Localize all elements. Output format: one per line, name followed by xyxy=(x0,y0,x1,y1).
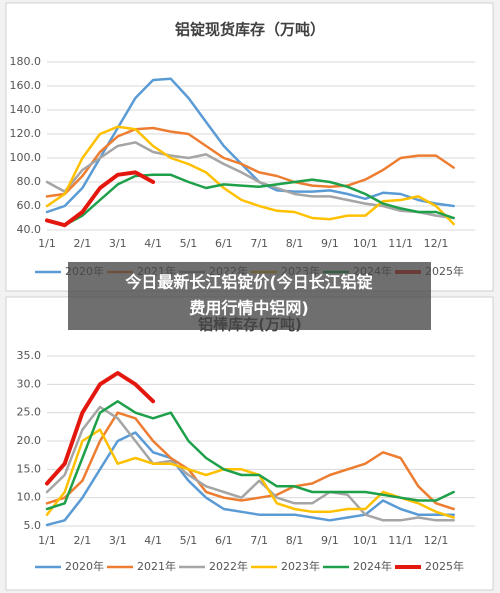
y-tick-label: 120.0 xyxy=(10,127,42,140)
legend-label: 2025年 xyxy=(425,559,464,573)
series-line xyxy=(45,170,156,228)
series-line xyxy=(45,431,455,527)
x-tick-label: 4/1 xyxy=(144,534,162,547)
y-tick-label: 60.0 xyxy=(17,199,42,212)
x-tick-label: 11/1 xyxy=(388,237,413,250)
y-tick-label: 80.0 xyxy=(17,175,42,188)
legend-label: 2023年 xyxy=(281,559,320,573)
y-tick-label: 160.0 xyxy=(10,79,42,92)
x-tick-label: 11/1 xyxy=(388,534,413,547)
banner-bg xyxy=(68,262,431,330)
legend-label: 2024年 xyxy=(353,559,392,573)
x-tick-label: 2/1 xyxy=(74,237,92,250)
series-line xyxy=(45,400,455,511)
chart-title: 铝锭现货库存（万吨） xyxy=(175,21,325,39)
legend-label: 2025年 xyxy=(425,264,464,278)
y-tick-label: 180.0 xyxy=(10,55,42,68)
x-tick-label: 7/1 xyxy=(250,237,268,250)
series-line xyxy=(45,173,455,227)
x-tick-label: 3/1 xyxy=(109,534,127,547)
y-tick-label: 25.0 xyxy=(17,406,42,419)
x-tick-label: 5/1 xyxy=(180,237,198,250)
x-tick-label: 9/1 xyxy=(321,534,339,547)
x-tick-label: 12/1 xyxy=(424,534,449,547)
series-line xyxy=(45,125,455,226)
series-line xyxy=(45,428,455,519)
y-tick-label: 40.0 xyxy=(17,223,42,236)
x-tick-label: 8/1 xyxy=(286,534,304,547)
x-tick-label: 5/1 xyxy=(180,534,198,547)
y-tick-label: 20.0 xyxy=(17,434,42,447)
y-tick-label: 100.0 xyxy=(10,151,42,164)
legend-label: 2020年 xyxy=(65,559,104,573)
legend-label: 2022年 xyxy=(209,559,248,573)
x-tick-label: 4/1 xyxy=(144,237,162,250)
series-line xyxy=(45,141,455,220)
x-tick-label: 12/1 xyxy=(424,237,449,250)
y-tick-label: 5.0 xyxy=(24,519,42,532)
top-panel xyxy=(5,2,494,292)
y-tick-label: 10.0 xyxy=(17,491,42,504)
x-tick-label: 1/1 xyxy=(38,534,56,547)
x-tick-label: 6/1 xyxy=(215,534,233,547)
x-tick-label: 8/1 xyxy=(286,237,304,250)
series-line xyxy=(45,126,455,198)
x-tick-label: 10/1 xyxy=(353,534,378,547)
series-line xyxy=(45,371,156,486)
x-tick-label: 7/1 xyxy=(250,534,268,547)
x-tick-label: 10/1 xyxy=(353,237,378,250)
legend-label: 2021年 xyxy=(137,559,176,573)
x-tick-label: 3/1 xyxy=(109,237,127,250)
series-line xyxy=(45,77,455,214)
y-tick-label: 35.0 xyxy=(17,349,42,362)
x-tick-label: 2/1 xyxy=(74,534,92,547)
x-tick-label: 6/1 xyxy=(215,237,233,250)
y-tick-label: 30.0 xyxy=(17,377,42,390)
banner-line: 今日最新长江铝锭价(今日长江铝锭 xyxy=(124,273,372,292)
x-tick-label: 9/1 xyxy=(321,237,339,250)
x-tick-label: 1/1 xyxy=(38,237,56,250)
banner: 今日最新长江铝锭价(今日长江铝锭 费用行情中铝网) xyxy=(68,262,431,330)
y-tick-label: 15.0 xyxy=(17,462,42,475)
y-tick-label: 140.0 xyxy=(10,103,42,116)
banner-line: 费用行情中铝网) xyxy=(189,299,308,318)
series-line xyxy=(45,405,455,522)
